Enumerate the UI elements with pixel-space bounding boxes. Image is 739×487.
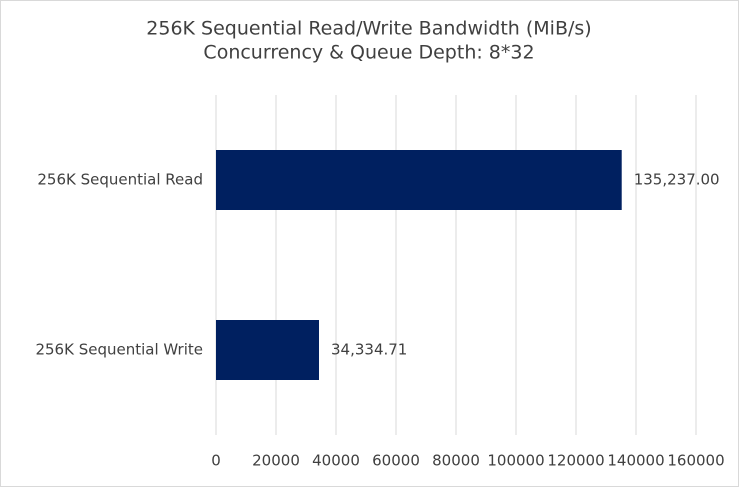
data-label: 135,237.00 — [634, 171, 720, 189]
x-tick-label: 160000 — [667, 452, 724, 470]
y-tick-label: 256K Sequential Write — [35, 341, 203, 359]
bar — [216, 150, 622, 210]
chart-title: 256K Sequential Read/Write Bandwidth (Mi… — [146, 18, 591, 40]
x-tick-label: 140000 — [607, 452, 664, 470]
data-label: 34,334.71 — [331, 341, 407, 359]
x-tick-label: 100000 — [487, 452, 544, 470]
x-tick-label: 40000 — [312, 452, 360, 470]
x-tick-label: 60000 — [372, 452, 420, 470]
bar — [216, 320, 320, 380]
chart-subtitle: Concurrency & Queue Depth: 8*32 — [203, 42, 534, 64]
y-tick-label: 256K Sequential Read — [37, 171, 203, 189]
x-tick-label: 0 — [211, 452, 221, 470]
x-tick-label: 80000 — [432, 452, 480, 470]
x-tick-label: 20000 — [252, 452, 300, 470]
x-tick-label: 120000 — [547, 452, 604, 470]
